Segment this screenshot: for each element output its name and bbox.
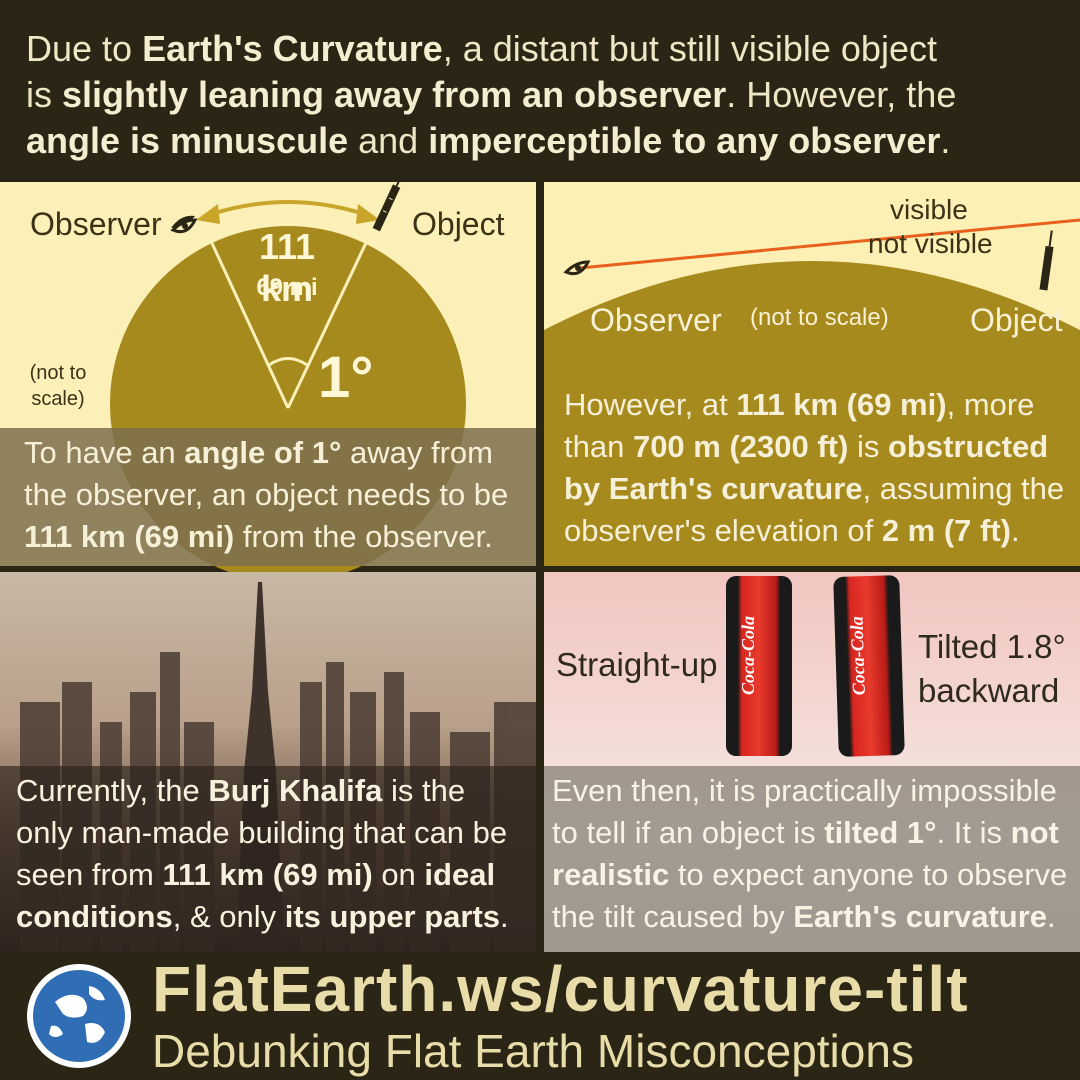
arrow-head-left — [196, 204, 220, 224]
angle-arc — [268, 357, 308, 367]
tower-icon — [1039, 230, 1054, 291]
tilted-label-2: backward — [918, 672, 1060, 709]
object-label-2: Object — [970, 302, 1063, 338]
obstruction-diagram — [544, 218, 1080, 566]
angle-line-left — [203, 227, 290, 409]
distance-mi-label: 69 mi — [256, 274, 318, 301]
site-url[interactable]: FlatEarth.ws/curvature-tilt — [152, 953, 969, 1025]
panel1-caption-bg — [0, 428, 536, 566]
eye-icon — [170, 215, 198, 234]
sightline — [579, 218, 1080, 270]
not-to-scale-label: (not to scale) — [29, 362, 87, 410]
tagline: Debunking Flat Earth Misconceptions — [152, 1025, 914, 1077]
earth-curve — [544, 261, 1080, 566]
header-banner — [0, 0, 1080, 180]
not-to-scale-label-2: (not to scale) — [750, 304, 889, 331]
angle-line-right — [286, 227, 375, 409]
straight-up-label: Straight-up — [556, 646, 718, 683]
observer-label: Observer — [30, 206, 162, 242]
tower-icon — [372, 182, 406, 232]
can-tilted: Coca-Cola — [833, 575, 905, 757]
panel2-caption: However, at 111 km (69 mi), more than 70… — [564, 387, 1065, 548]
angle-label: 1° — [318, 345, 374, 410]
can-straight: Coca-Cola — [726, 576, 792, 756]
tilted-label-1: Tilted 1.8° — [918, 628, 1066, 665]
can-brand: Coca-Cola — [738, 616, 758, 695]
distance-km-label: 111 km — [258, 226, 316, 309]
panel4-caption-bg — [544, 766, 1080, 952]
arrow-head-right — [356, 204, 380, 224]
panel3-caption: Currently, the Burj Khalifa is the only … — [16, 773, 509, 934]
panel3-caption-bg — [0, 766, 536, 952]
object-label: Object — [412, 206, 505, 242]
panel1-caption: To have an angle of 1° away from the obs… — [24, 435, 509, 554]
globe-logo-icon — [27, 964, 131, 1068]
visible-label: visible — [890, 194, 968, 225]
observer-label-2: Observer — [590, 302, 722, 338]
footer-banner — [0, 952, 1080, 1080]
not-visible-label: not visible — [868, 228, 993, 259]
angle-diagram — [170, 182, 406, 409]
eye-icon — [563, 260, 591, 276]
can-brand: Coca-Cola — [846, 616, 869, 696]
panel4-caption: Even then, it is practically impossible … — [552, 773, 1068, 934]
header-text: Due to Earth's Curvature, a distant but … — [26, 28, 957, 161]
distance-arrow — [211, 200, 365, 216]
